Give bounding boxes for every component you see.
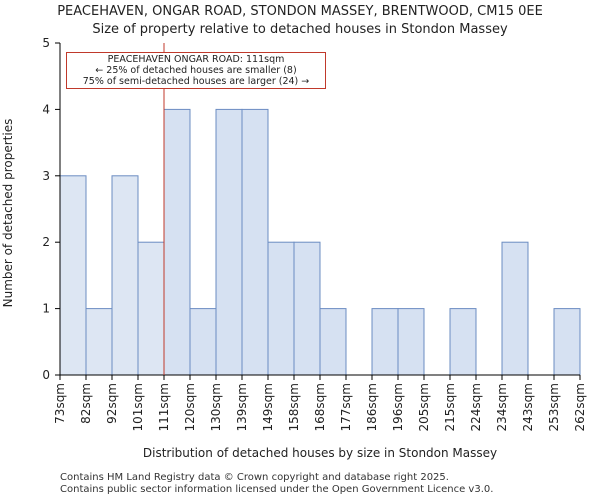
x-tick-label-234sqm: 234sqm bbox=[495, 383, 509, 431]
bar-139sqm bbox=[241, 108, 269, 376]
bar-73sqm bbox=[59, 175, 87, 376]
x-tick-label-101sqm: 101sqm bbox=[131, 383, 145, 431]
bar-186sqm bbox=[371, 308, 399, 376]
chart-title-line2: Size of property relative to detached ho… bbox=[92, 22, 508, 37]
x-tick-label-243sqm: 243sqm bbox=[521, 383, 535, 431]
bar-101sqm bbox=[137, 241, 165, 376]
y-axis-label: Number of detached properties bbox=[1, 118, 15, 308]
annotation-line-2: ← 25% of detached houses are smaller (8) bbox=[95, 65, 297, 76]
annotation-line-1: PEACEHAVEN ONGAR ROAD: 111sqm bbox=[107, 54, 285, 65]
property-annotation-box: PEACEHAVEN ONGAR ROAD: 111sqm ← 25% of d… bbox=[66, 52, 326, 89]
y-tick-label-1: 1 bbox=[42, 302, 50, 316]
bar-253sqm bbox=[553, 308, 581, 376]
x-tick-label-205sqm: 205sqm bbox=[417, 383, 431, 431]
footer-line-1: Contains HM Land Registry data © Crown c… bbox=[60, 472, 449, 483]
x-tick-label-149sqm: 149sqm bbox=[261, 383, 275, 431]
y-tick-label-5: 5 bbox=[42, 36, 50, 50]
x-tick-label-253sqm: 253sqm bbox=[547, 383, 561, 431]
x-tick-label-224sqm: 224sqm bbox=[469, 383, 483, 431]
bar-82sqm bbox=[85, 308, 113, 376]
bar-168sqm bbox=[319, 308, 347, 376]
bar-149sqm bbox=[267, 241, 295, 376]
x-tick-label-186sqm: 186sqm bbox=[365, 383, 379, 431]
y-tick-label-0: 0 bbox=[42, 368, 50, 382]
y-tick-label-4: 4 bbox=[42, 102, 50, 116]
x-tick-label-111sqm: 111sqm bbox=[157, 383, 171, 431]
bar-130sqm bbox=[215, 108, 243, 376]
x-tick-label-215sqm: 215sqm bbox=[443, 383, 457, 431]
chart-title-line1: PEACEHAVEN, ONGAR ROAD, STONDON MASSEY, … bbox=[57, 4, 543, 19]
bar-158sqm bbox=[293, 241, 321, 376]
x-tick-label-196sqm: 196sqm bbox=[391, 383, 405, 431]
bar-196sqm bbox=[397, 308, 425, 376]
x-tick-label-82sqm: 82sqm bbox=[79, 383, 93, 424]
x-axis-label: Distribution of detached houses by size … bbox=[142, 446, 498, 460]
y-tick-label-2: 2 bbox=[42, 235, 50, 249]
bar-111sqm bbox=[163, 108, 191, 376]
x-tick-label-177sqm: 177sqm bbox=[339, 383, 353, 431]
x-tick-label-120sqm: 120sqm bbox=[183, 383, 197, 431]
x-tick-label-130sqm: 130sqm bbox=[209, 383, 223, 431]
bar-215sqm bbox=[449, 308, 477, 376]
x-tick-label-262sqm: 262sqm bbox=[573, 383, 587, 431]
annotation-line-3: 75% of semi-detached houses are larger (… bbox=[82, 76, 310, 87]
bar-234sqm bbox=[501, 241, 529, 376]
x-tick-label-139sqm: 139sqm bbox=[235, 383, 249, 431]
bar-120sqm bbox=[189, 308, 217, 376]
y-tick-label-3: 3 bbox=[42, 169, 50, 183]
x-tick-label-92sqm: 92sqm bbox=[105, 383, 119, 424]
bar-92sqm bbox=[111, 175, 139, 376]
footer-line-2: Contains public sector information licen… bbox=[60, 484, 494, 495]
x-tick-label-158sqm: 158sqm bbox=[287, 383, 301, 431]
x-tick-label-73sqm: 73sqm bbox=[53, 383, 67, 424]
x-tick-label-168sqm: 168sqm bbox=[313, 383, 327, 431]
